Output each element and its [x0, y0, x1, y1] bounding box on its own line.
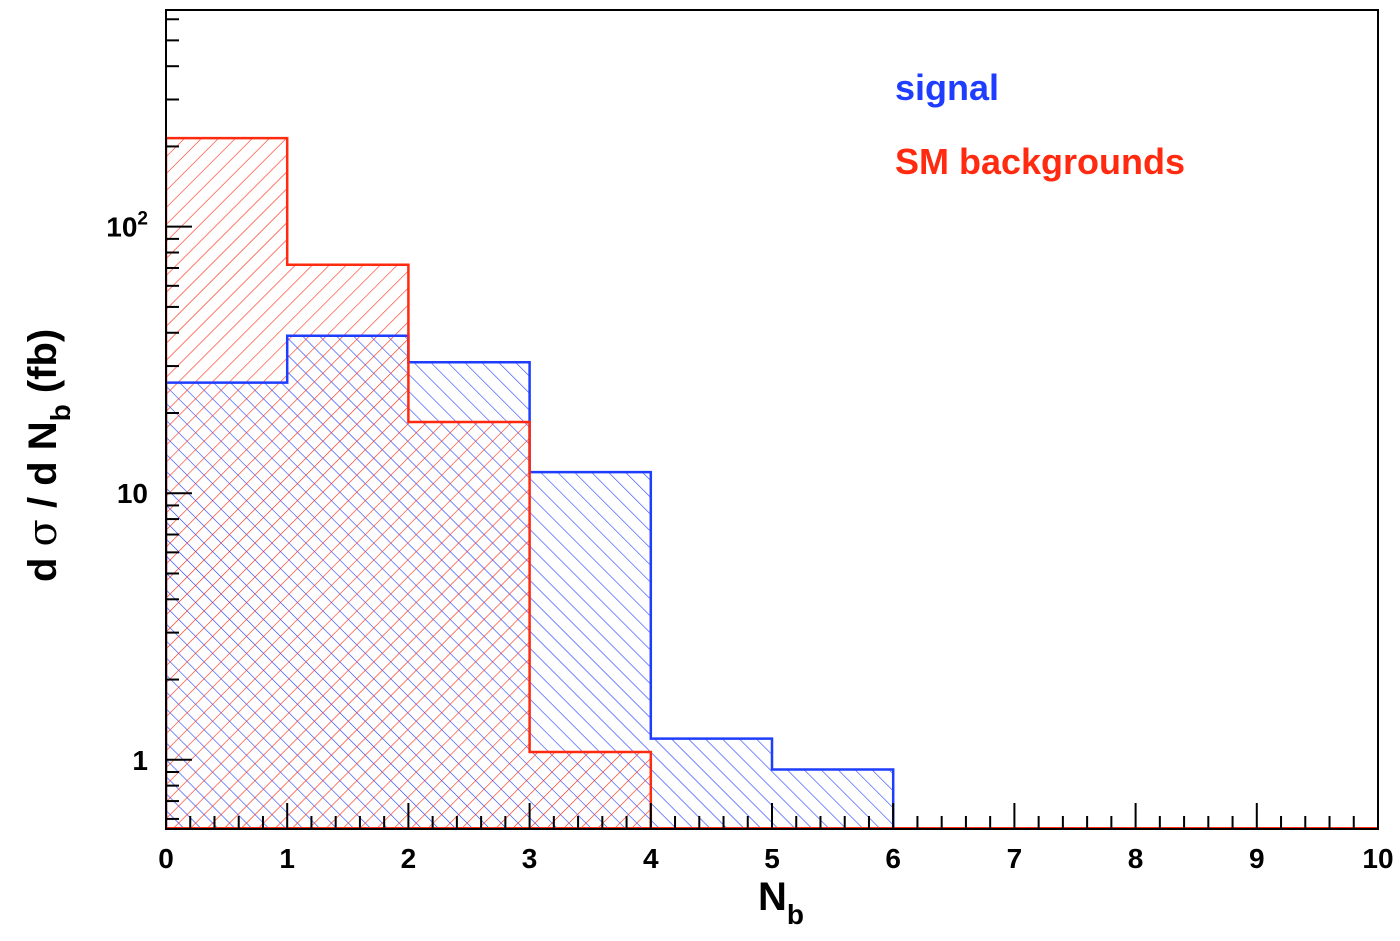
- y-axis-title: d σ / d Nb (fb): [20, 329, 76, 582]
- x-tick-label: 3: [522, 843, 538, 874]
- x-tick-label: 6: [885, 843, 901, 874]
- legend-sm-backgrounds: SM backgrounds: [895, 141, 1185, 182]
- outline-signal: [166, 334, 1378, 829]
- x-tick-label: 5: [764, 843, 780, 874]
- bar-sm-backgrounds-bin-1: [287, 264, 409, 829]
- bar-sm-backgrounds-bin-2: [408, 422, 530, 829]
- y-axis-title-pre: d: [21, 546, 65, 582]
- ticks-layer: [165, 18, 1379, 829]
- y-tick-labels: 1 10 102: [106, 209, 148, 776]
- x-tick-label: 1: [279, 843, 295, 874]
- x-tick-label: 9: [1249, 843, 1265, 874]
- y-tick-label: 102: [106, 209, 148, 243]
- x-tick-label: 7: [1007, 843, 1023, 874]
- y-axis-title-sub: b: [45, 404, 76, 421]
- x-axis-title: Nb: [758, 875, 804, 930]
- bars-layer: [166, 138, 894, 829]
- x-tick-label: 10: [1362, 843, 1393, 874]
- x-tick-label: 2: [401, 843, 417, 874]
- y-tick-label: 10: [117, 478, 148, 509]
- x-tick-labels: 0 1 2 3 4 5 6 7 8 9 10: [158, 843, 1393, 874]
- y-axis-title-sigma: σ: [20, 519, 66, 546]
- x-tick-label: 8: [1128, 843, 1144, 874]
- bar-sm-backgrounds-bin-3: [529, 751, 651, 829]
- bar-signal-bin-4: [650, 738, 772, 829]
- legend-signal: signal: [895, 67, 999, 108]
- y-axis-title-mid: / d N: [21, 421, 65, 519]
- x-tick-label: 0: [158, 843, 174, 874]
- bar-signal-bin-5: [772, 769, 894, 829]
- x-tick-label: 4: [643, 843, 659, 874]
- outline-sm-backgrounds: [166, 136, 1378, 829]
- x-axis-title-main: N: [758, 875, 787, 919]
- bar-sm-backgrounds-bin-0: [166, 138, 288, 829]
- y-tick-label: 1: [132, 745, 148, 776]
- x-axis-title-sub: b: [787, 899, 804, 930]
- y-axis-title-post: (fb): [21, 329, 65, 405]
